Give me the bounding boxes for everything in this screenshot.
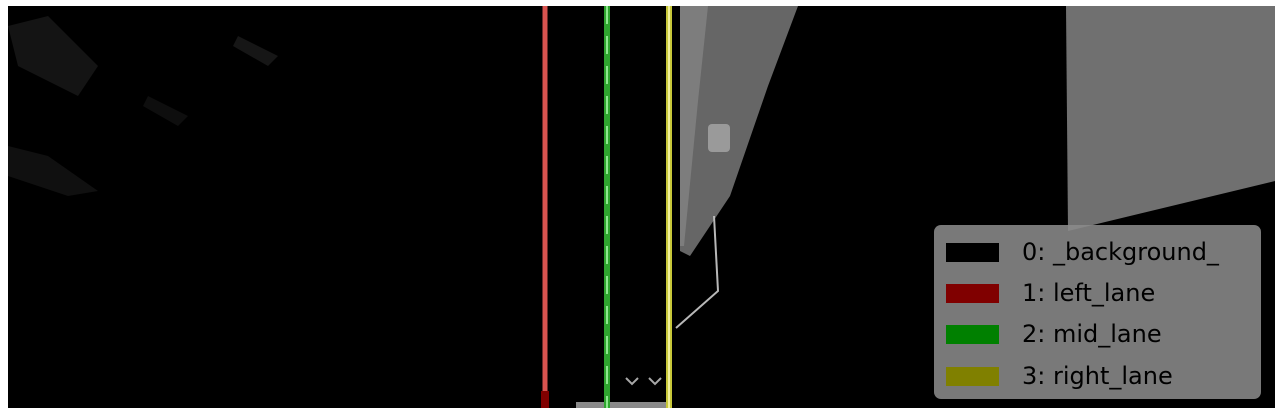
legend-swatch-right-lane (946, 367, 999, 386)
road-strip (576, 402, 671, 408)
legend: 0: _background_ 1: left_lane 2: mid_lane… (934, 225, 1261, 399)
right-background-plane (1066, 6, 1275, 231)
center-structure (625, 6, 798, 386)
segmentation-scene (8, 6, 1275, 408)
legend-label-mid-lane: 2: mid_lane (1022, 320, 1162, 348)
legend-label-left-lane: 1: left_lane (1022, 279, 1156, 307)
legend-label-right-lane: 3: right_lane (1022, 362, 1173, 390)
legend-item-right-lane: 3: right_lane (934, 361, 1261, 391)
legend-swatch-left-lane (946, 284, 999, 303)
segmentation-image: 0: _background_ 1: left_lane 2: mid_lane… (8, 6, 1275, 408)
legend-item-left-lane: 1: left_lane (934, 278, 1261, 308)
legend-swatch-background (946, 243, 999, 262)
legend-label-background: 0: _background_ (1022, 238, 1219, 266)
legend-item-mid-lane: 2: mid_lane (934, 319, 1261, 349)
legend-swatch-mid-lane (946, 325, 999, 344)
background-texture (8, 16, 278, 196)
legend-item-background: 0: _background_ (934, 237, 1261, 267)
